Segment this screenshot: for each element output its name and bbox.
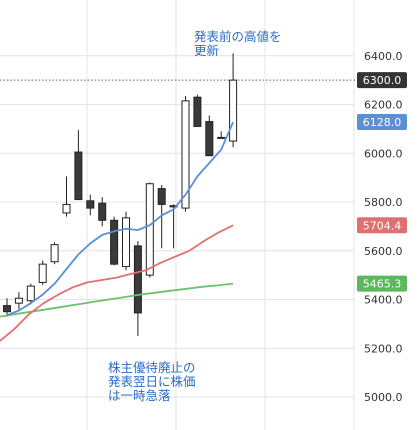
y-tick-label: 6200.0 [364, 99, 403, 112]
price-axis: 5000.0 5200.0 5400.0 5600.0 5800.0 6000.0 6200… [364, 50, 403, 404]
price-label-box [357, 114, 407, 131]
candle [217, 131, 226, 139]
ma-long-line [0, 282, 234, 318]
price-label-text: 5704.4 [363, 219, 402, 232]
price-label-text: 5465.3 [363, 278, 402, 291]
candle [122, 211, 130, 271]
candle-body-down [157, 188, 166, 205]
candle-body-up [122, 217, 130, 268]
candle-body-down [205, 121, 214, 157]
candle [193, 94, 202, 127]
candle-body-down [74, 151, 83, 201]
price-labels: 6300.0 6128.0 5704.4 5465.3 [357, 72, 407, 292]
y-tick-label: 5600.0 [364, 245, 403, 258]
candle-body-up [38, 263, 47, 283]
candle [50, 242, 59, 265]
candle [26, 283, 35, 305]
candle [38, 260, 47, 285]
ma-mid-line [0, 224, 234, 342]
candle [157, 184, 166, 249]
price-label-text: 6300.0 [363, 74, 402, 87]
candle-body-down [133, 245, 142, 314]
annotation-top: 発表前の高値を 更新 [194, 29, 282, 58]
price-label-box [357, 72, 407, 89]
y-tick-label: 6000.0 [364, 147, 403, 160]
y-tick-label: 5400.0 [364, 294, 403, 307]
candle [145, 182, 154, 278]
price-label-box [357, 217, 407, 234]
price-label: 6300.0 [357, 72, 407, 89]
candle [62, 176, 71, 217]
candle [86, 194, 95, 216]
y-tick-label: 5800.0 [364, 196, 403, 209]
candle [133, 241, 142, 337]
price-label-box [357, 275, 407, 292]
ma-short-line [6, 121, 234, 317]
candles [3, 53, 238, 337]
price-label: 5704.4 [357, 217, 407, 234]
price-label: 5465.3 [357, 275, 407, 292]
candle [74, 130, 83, 201]
candle-body-up [50, 244, 59, 263]
candle-body-up [229, 79, 238, 142]
candle [229, 53, 238, 148]
candle [110, 216, 119, 266]
moving-average-lines [0, 121, 234, 342]
y-tick-label: 5200.0 [364, 342, 403, 355]
candle [98, 197, 107, 227]
candle-body-up [14, 297, 23, 304]
candle-body-up [217, 136, 226, 139]
candle-body-down [3, 305, 11, 313]
candle-body-down [193, 96, 202, 127]
candle-body-down [110, 219, 119, 265]
candle-body-up [145, 183, 154, 276]
candle-body-up [26, 285, 35, 302]
candle [3, 298, 11, 317]
grid [0, 0, 355, 430]
price-label-text: 6128.0 [363, 116, 402, 129]
candle-body-up [62, 203, 71, 214]
candle [205, 115, 214, 157]
candle [181, 95, 190, 212]
price-label: 6128.0 [357, 114, 407, 131]
candle [14, 292, 23, 310]
candle-body-down [86, 200, 95, 209]
annotation-bottom: 株主優待廃止の 発表翌日に株価 は一時急落 [108, 360, 196, 403]
candle-body-down [98, 202, 107, 221]
y-tick-label: 6400.0 [364, 50, 403, 63]
candle-body-up [181, 100, 190, 209]
y-tick-label: 5000.0 [364, 391, 403, 404]
